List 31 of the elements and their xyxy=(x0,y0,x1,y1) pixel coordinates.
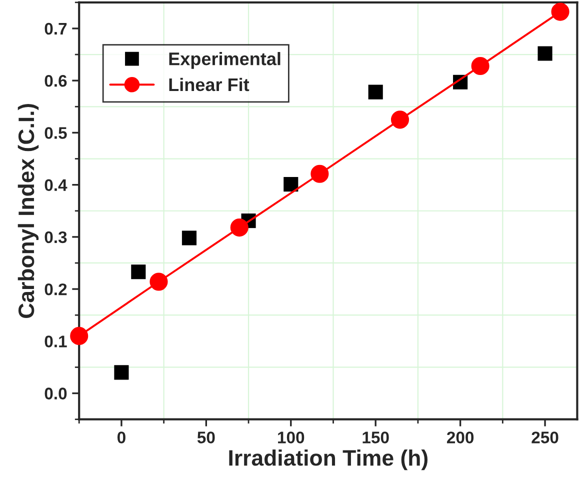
legend-label: Linear Fit xyxy=(169,78,250,92)
y-tick-label: 0.6 xyxy=(44,74,67,87)
x-axis-title: Irradiation Time (h) xyxy=(229,449,428,470)
point xyxy=(114,365,129,380)
point xyxy=(368,84,383,100)
y-tick-label: 0.5 xyxy=(44,127,67,139)
x-tick-label: 250 xyxy=(532,432,558,444)
point xyxy=(310,164,329,183)
y-tick-label: 0.3 xyxy=(44,231,67,244)
point xyxy=(131,264,146,280)
point xyxy=(390,110,410,129)
point xyxy=(182,230,197,246)
y-tick-label: 0.4 xyxy=(44,179,68,192)
point xyxy=(471,56,490,76)
point xyxy=(551,2,570,21)
x-tick-label: 50 xyxy=(197,432,215,444)
x-tick-label: 150 xyxy=(362,432,389,444)
y-tick-label: 0.2 xyxy=(44,283,67,296)
point xyxy=(538,46,552,61)
point xyxy=(284,177,298,192)
y-tick-label: 0.1 xyxy=(44,336,67,348)
legend-label: Experimental xyxy=(169,52,280,69)
y-axis-title: Carbonyl Index (C.I.) xyxy=(18,104,39,318)
x-tick-label: 100 xyxy=(278,432,304,444)
x-tick-label: 200 xyxy=(446,432,474,444)
point xyxy=(70,326,88,345)
y-tick-label: 0.7 xyxy=(44,22,67,35)
x-tick-label: 0 xyxy=(117,432,126,444)
point xyxy=(230,218,248,237)
point xyxy=(150,272,168,291)
y-tick-label: 0.0 xyxy=(44,388,67,400)
